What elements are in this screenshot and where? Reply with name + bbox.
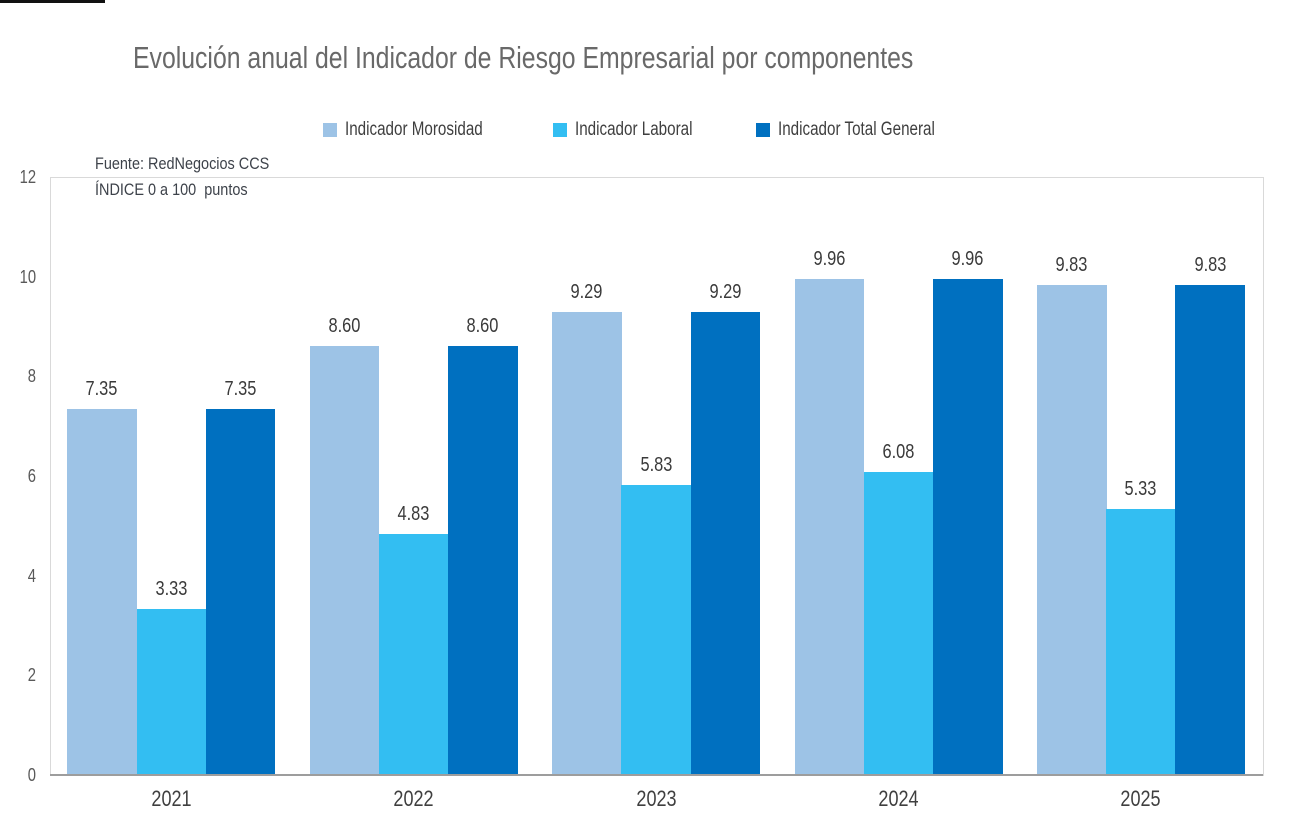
x-label-2022: 2022 (393, 786, 434, 811)
y-tick-2: 2 (27, 665, 36, 686)
y-tick-0: 0 (27, 765, 36, 785)
value-label-indicador-laboral-2024: 6.08 (882, 441, 915, 463)
legend-swatch-laboral (553, 123, 567, 137)
x-label-2024: 2024 (878, 786, 919, 811)
y-tick-12: 12 (19, 167, 36, 187)
plot-area (50, 177, 1264, 776)
value-label-indicador-laboral-2023: 5.83 (640, 453, 672, 476)
bar-indicador-morosidad-2023 (552, 312, 622, 774)
bar-indicador-morosidad-2022 (309, 346, 380, 774)
bar-indicador-laboral-2022 (379, 534, 449, 774)
value-label-indicador-morosidad-2025: 9.83 (1055, 254, 1088, 277)
legend-label-morosidad: Indicador Morosidad (345, 119, 483, 140)
legend-item-laboral: Indicador Laboral (553, 119, 722, 140)
source-line-2: ÍNDICE 0 a 100 puntos (95, 180, 248, 199)
value-label-indicador-total-general-2025: 9.83 (1194, 254, 1227, 277)
source-line-1: Fuente: RedNegocios CCS (95, 154, 270, 173)
value-label-indicador-total-general-2021: 7.35 (224, 377, 257, 400)
value-label-indicador-total-general-2024: 9.96 (951, 247, 984, 270)
bar-indicador-total-general-2021 (205, 408, 276, 774)
value-label-indicador-morosidad-2021: 7.35 (85, 377, 118, 400)
legend-swatch-morosidad (323, 123, 337, 137)
x-label-2023: 2023 (635, 786, 677, 811)
legend-label-total-general: Indicador Total General (778, 119, 935, 140)
bar-indicador-laboral-2023 (621, 484, 692, 774)
bar-indicador-laboral-2024 (863, 472, 934, 774)
bar-indicador-morosidad-2021 (67, 408, 137, 774)
bar-indicador-total-general-2023 (690, 312, 761, 774)
value-label-indicador-laboral-2025: 5.33 (1124, 478, 1157, 501)
value-label-indicador-morosidad-2022: 8.60 (328, 315, 361, 338)
bar-indicador-total-general-2024 (933, 278, 1003, 774)
value-label-indicador-laboral-2021: 3.33 (155, 578, 188, 601)
value-label-indicador-morosidad-2023: 9.29 (570, 281, 603, 303)
legend-item-total-general: Indicador Total General (756, 119, 974, 140)
value-label-indicador-total-general-2022: 8.60 (466, 315, 499, 338)
bar-indicador-morosidad-2025 (1036, 285, 1107, 774)
source-note: Fuente: RedNegocios CCS ÍNDICE 0 a 100 p… (95, 151, 300, 203)
y-tick-10: 10 (19, 266, 36, 287)
bar-indicador-laboral-2025 (1106, 509, 1176, 774)
x-label-2025: 2025 (1120, 786, 1161, 811)
bar-indicador-total-general-2025 (1175, 285, 1246, 774)
chart-title-text: Evolución anual del Indicador de Riesgo … (133, 40, 914, 75)
bar-indicador-total-general-2022 (448, 346, 518, 774)
x-axis-line (50, 774, 1263, 776)
value-label-indicador-total-general-2023: 9.29 (709, 281, 742, 303)
legend-label-laboral: Indicador Laboral (575, 119, 693, 140)
value-label-indicador-morosidad-2024: 9.96 (813, 247, 846, 270)
value-label-indicador-laboral-2022: 4.83 (397, 503, 430, 526)
y-tick-4: 4 (27, 565, 36, 586)
legend-item-morosidad: Indicador Morosidad (323, 119, 517, 140)
legend-swatch-total-general (756, 123, 770, 137)
y-tick-6: 6 (27, 466, 36, 486)
bar-indicador-morosidad-2024 (794, 278, 865, 774)
page-top-rule (0, 0, 105, 3)
bar-indicador-laboral-2021 (136, 609, 207, 774)
chart-title: Evolución anual del Indicador de Riesgo … (133, 40, 1108, 76)
y-tick-8: 8 (27, 366, 36, 387)
x-label-2021: 2021 (151, 786, 192, 811)
